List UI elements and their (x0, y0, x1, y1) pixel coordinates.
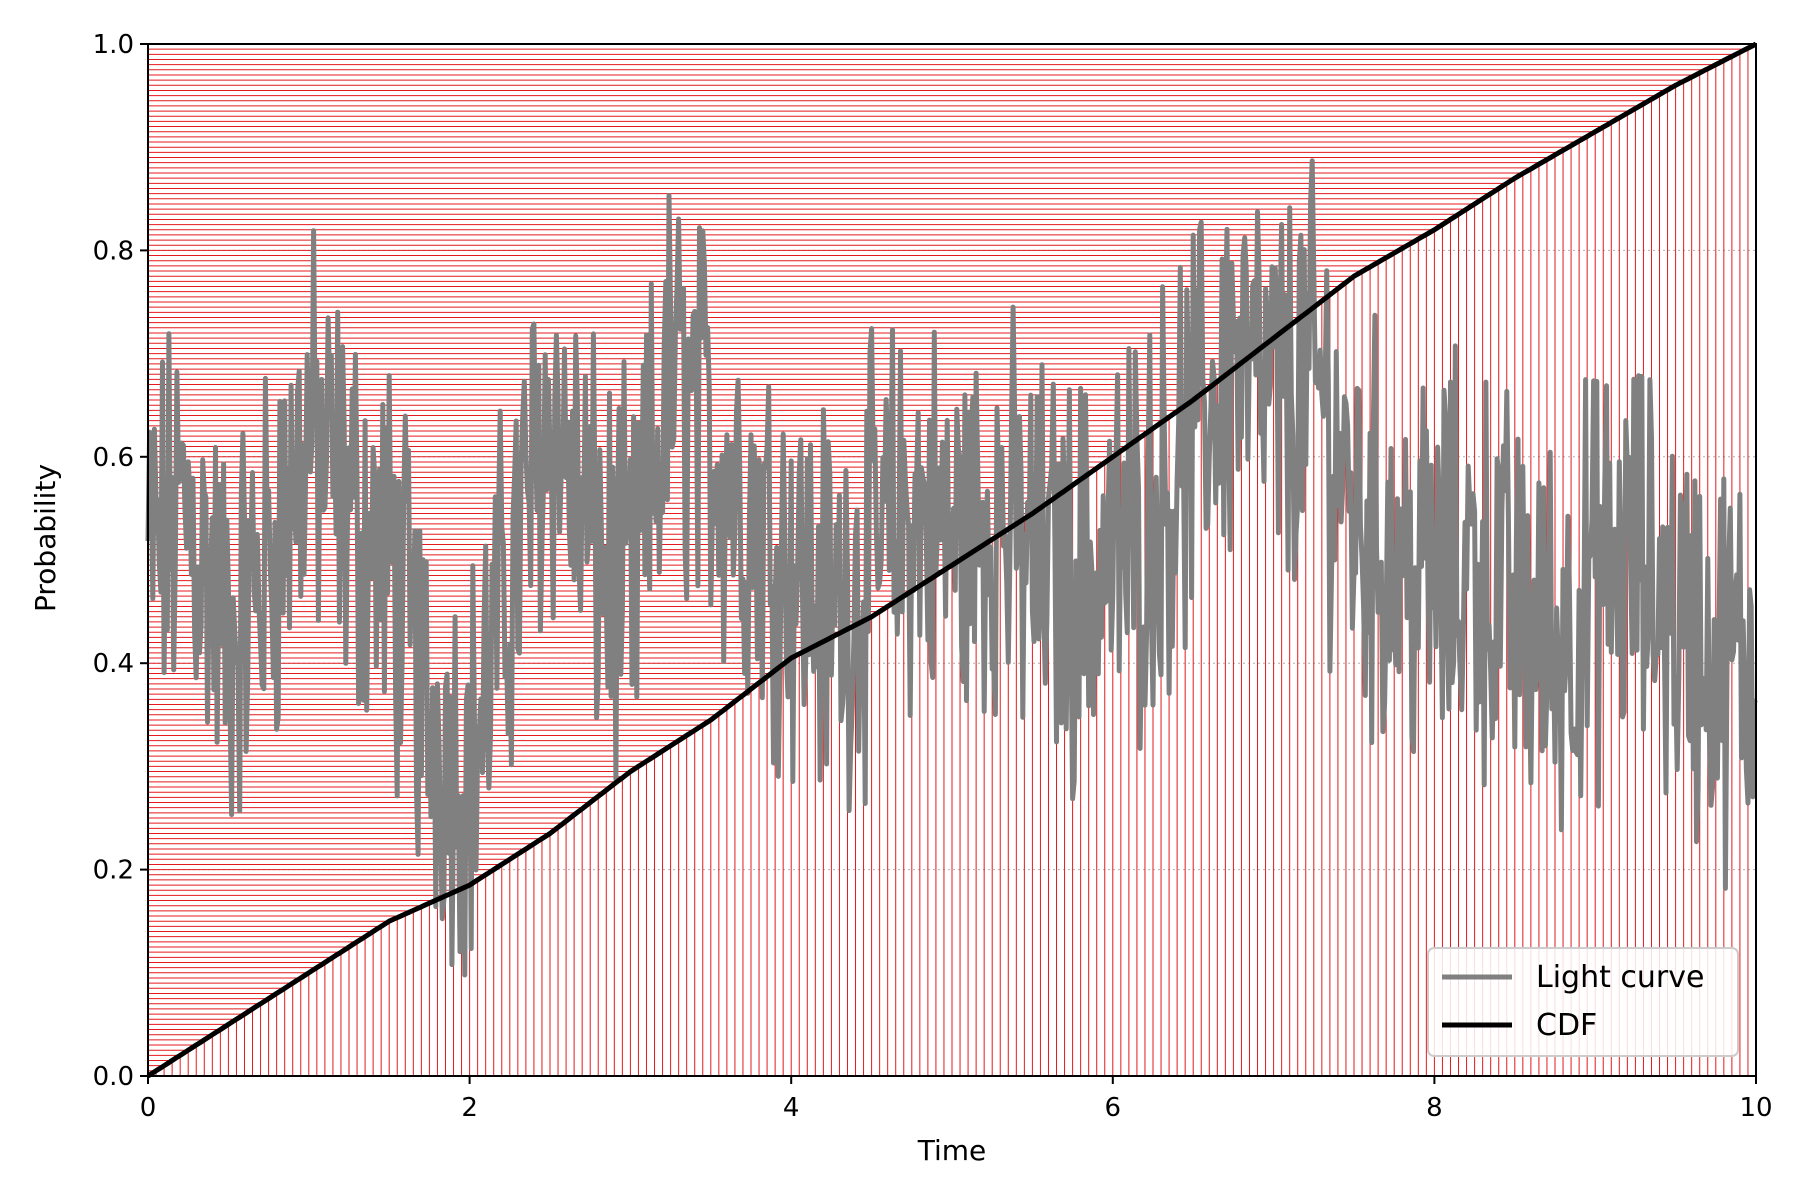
y-tick-label-1: 0.2 (93, 856, 134, 886)
y-axis-label: Probability (29, 464, 62, 612)
legend: Light curve CDF (1427, 947, 1739, 1057)
x-tick-label-1: 2 (461, 1093, 478, 1123)
legend-label-light-curve: Light curve (1536, 960, 1704, 995)
x-axis-label: Time (917, 1134, 987, 1167)
y-tick-label-0: 0.0 (93, 1062, 134, 1092)
y-tick-label-4: 0.8 (93, 236, 134, 266)
x-tick-label-3: 6 (1105, 1093, 1122, 1123)
x-tick-label-4: 8 (1426, 1093, 1443, 1123)
y-tick-label-5: 1.0 (93, 30, 134, 60)
y-tick-label-2: 0.4 (93, 649, 134, 679)
x-tick-label-2: 4 (783, 1093, 800, 1123)
x-tick-label-0: 0 (140, 1093, 157, 1123)
legend-label-cdf: CDF (1536, 1008, 1597, 1043)
plot-frame (147, 43, 1757, 1077)
plot-layer (145, 41, 1758, 1079)
x-tick-label-5: 10 (1739, 1093, 1772, 1123)
tick-layer: 0 2 4 6 8 10 0.0 0.2 0.4 0.6 0.8 1.0 (93, 30, 1773, 1123)
light-curve-line (145, 158, 1758, 978)
y-tick-label-3: 0.6 (93, 443, 134, 473)
cdf-line (146, 41, 1758, 1079)
